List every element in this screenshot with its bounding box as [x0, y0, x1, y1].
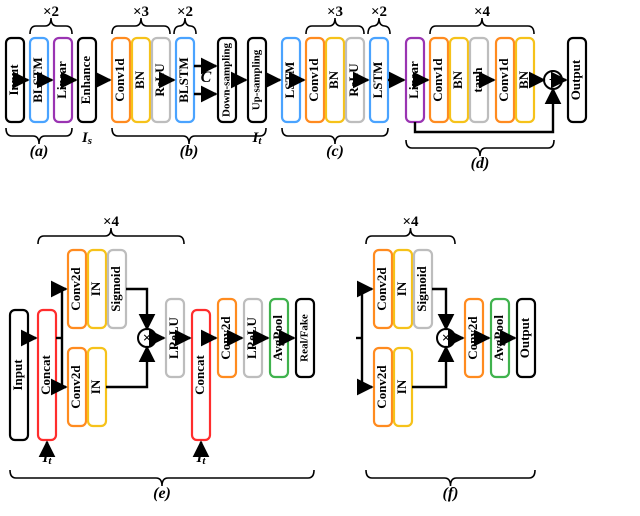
b-label: (b)	[180, 143, 199, 160]
f-top-sigmoid-label: Sigmoid	[414, 265, 429, 311]
e-after-concat-1-label: Concat	[192, 354, 207, 394]
e-top-in-label: IN	[88, 281, 103, 296]
b-It: It	[252, 130, 263, 147]
svg-text:+: +	[549, 72, 558, 88]
b-down-label: Down-sampling	[221, 43, 233, 117]
b-up-label: Up-sampling	[251, 49, 263, 110]
a-enhance-label: Enhance	[78, 56, 93, 105]
c-bn-2-label: BN	[326, 70, 341, 89]
c-relu-3-label: ReLU	[346, 63, 361, 97]
a-label: (a)	[30, 143, 49, 160]
d-output-label: Output	[568, 59, 583, 100]
b-relu-label: ReLU	[152, 63, 167, 97]
f-mult4: ×4	[402, 214, 419, 230]
e-after-conv2d-2-label: Conv2d	[218, 316, 233, 360]
e-after-avgpool-4-label: AvgPool	[270, 315, 285, 361]
e-bot-in-label: IN	[88, 379, 103, 394]
d-linear-label: Linear	[406, 61, 421, 99]
e-label: (e)	[153, 485, 171, 502]
e-mult4: ×4	[103, 214, 120, 230]
b-bn-label: BN	[132, 70, 147, 89]
b-blstm-label: BLSTM	[176, 57, 191, 103]
c-lstm-4-label: LSTM	[370, 62, 385, 99]
e-after-lrelu-0-label: LReLU	[166, 316, 181, 359]
d-tanh-3-label: tanh	[470, 67, 485, 93]
b-conv1d-label: Conv1d	[112, 58, 127, 102]
d-label: (d)	[471, 155, 490, 172]
d-bn-5-label: BN	[516, 70, 531, 89]
svg-text:×: ×	[143, 330, 152, 346]
f-top-conv2d-label: Conv2d	[374, 267, 389, 311]
c-label: (c)	[326, 143, 344, 160]
d-conv1d-1-label: Conv1d	[430, 58, 445, 102]
e-after-lrelu-3-label: LReLU	[244, 316, 259, 359]
b-mult2: ×2	[177, 4, 193, 20]
e-It1: It	[42, 450, 53, 467]
b-mult3: ×3	[133, 4, 149, 20]
a-linear-label: Linear	[54, 61, 69, 99]
e-after-realfake-5-label: Real/Fake	[299, 314, 311, 362]
f-bot-in-label: IN	[394, 379, 409, 394]
svg-text:×: ×	[442, 330, 451, 346]
a-Is: Is	[81, 130, 92, 147]
d-bn-2-label: BN	[450, 70, 465, 89]
f-after-conv2d-label: Conv2d	[465, 316, 480, 360]
c-mult3: ×3	[327, 4, 343, 20]
e-It2: It	[196, 450, 207, 467]
b-C: C	[201, 69, 212, 86]
e-concat1-label: Concat	[38, 354, 53, 394]
f-after-avgpool-label: AvgPool	[491, 315, 506, 361]
f-top-in-label: IN	[394, 281, 409, 296]
a-input-label: Input	[6, 64, 21, 96]
c-lstm-0-label: LSTM	[282, 62, 297, 99]
e-top-sigmoid-label: Sigmoid	[108, 265, 123, 311]
e-top-conv2d-label: Conv2d	[68, 267, 83, 311]
f-bot-conv2d-label: Conv2d	[374, 365, 389, 409]
diagram: Input BLSTM Linear Enhance ×2 (a) Is Conv1d BN Re…	[0, 0, 640, 516]
c-mult2: ×2	[371, 4, 387, 20]
d-conv1d-4-label: Conv1d	[496, 58, 511, 102]
a-mult: ×2	[43, 4, 59, 20]
f-after-output-label: Output	[517, 317, 532, 358]
e-bot-conv2d-label: Conv2d	[68, 365, 83, 409]
f-label: (f)	[443, 485, 459, 502]
c-conv1d-1-label: Conv1d	[306, 58, 321, 102]
d-mult4: ×4	[474, 4, 491, 20]
a-blstm-label: BLSTM	[30, 57, 45, 103]
e-input-label: Input	[10, 359, 25, 391]
